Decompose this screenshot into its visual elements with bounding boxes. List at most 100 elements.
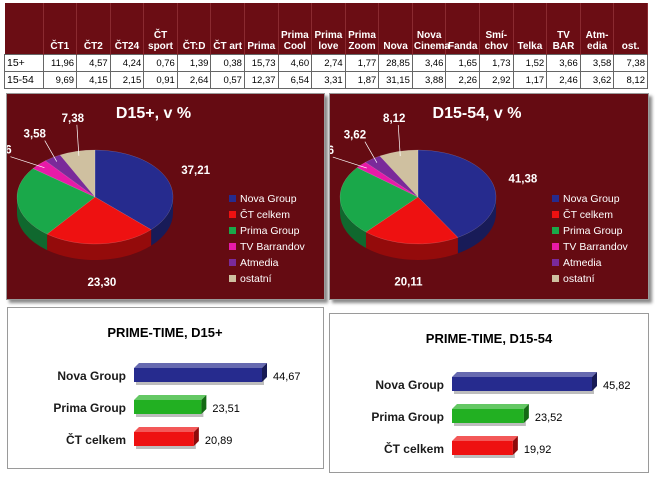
legend-label: ostatní [563,273,595,285]
col-header: Prima Zoom [345,3,380,55]
pie-leader-line [10,156,45,168]
pie-leader-line [364,141,378,163]
bar-category-label: ČT celkem [66,432,126,447]
pie-title: D15+, v % [116,105,191,122]
legend-label: Prima Group [240,225,300,237]
pie-slices [16,149,174,245]
legend-swatch [552,211,559,218]
table-cell: 3,58 [579,54,615,72]
pie-leader-line [44,140,58,162]
bar-category-label: Nova Group [375,378,444,392]
bar-value-label: 45,82 [603,380,631,392]
legend-swatch [229,243,236,250]
bar-value-label: 44,67 [273,371,301,383]
pie-value-label: 41,38 [509,174,538,186]
col-header: ost. [613,3,648,55]
table-cell: 0,57 [210,71,245,89]
table-cell: 1,39 [176,54,212,72]
pie-slice [46,196,152,245]
table-cell: 9,69 [42,71,78,89]
legend-label: Prima Group [563,225,623,237]
pie-sides [17,197,173,260]
table-cell: 2,74 [311,54,346,72]
pie-slice [356,161,419,198]
table-cell: 2,26 [445,71,481,89]
legend-swatch [552,243,559,250]
bar [452,436,518,458]
bar-chart-d1554: PRIME-TIME, D15-54 Nova Group 45,82 Prima G… [371,331,631,458]
pie-slice [417,149,497,238]
pie-slice [339,167,419,233]
pie-slice [364,155,419,198]
table-cell: 6,54 [277,71,313,89]
pie-chart-d1554: D15-54, v %41,3820,1124,092,463,628,12No… [330,105,629,289]
table-cell: 31,15 [378,71,413,89]
table-cell: 3,88 [411,71,447,89]
table-row: 15-54 9,69 4,15 2,15 0,91 2,64 0,57 12,37 6,54 3,… [4,71,648,89]
pie-value-label: 37,21 [181,165,210,177]
pie-slice [44,154,96,198]
pie-slice [365,196,459,245]
pie-slice-side [457,197,496,254]
legend-swatch [552,259,559,266]
table-cell: 4,57 [76,54,111,72]
legend-label: Nova Group [240,193,297,205]
table-cell: 28,85 [378,54,413,72]
table-cell: 1,87 [344,71,380,89]
col-header: Prima Cool [278,3,313,55]
bar [134,363,267,385]
table-cell: 1,65 [445,54,481,72]
legend-label: ČT celkem [563,208,613,221]
legend-label: TV Barrandov [240,241,306,253]
col-header: Smí-chov [479,3,514,55]
bar-category-label: Prima Group [371,410,444,424]
pie-slice-side [47,229,152,260]
pie-slice [16,168,96,235]
table-cell: 1,77 [344,54,380,72]
pie-value-label: 3,58 [24,129,47,141]
bar-title: PRIME-TIME, D15+ [107,325,223,340]
pie-value-label: 23,30 [88,277,117,289]
legend-swatch [552,195,559,202]
bar-title: PRIME-TIME, D15-54 [426,331,553,346]
table-cell: 4,60 [277,54,313,72]
share-table: ČT1 ČT2 ČT24 ČT sport ČT:D ČT art Prima … [4,3,648,89]
bar-value-label: 23,51 [212,403,240,415]
bar-panel-d1554: PRIME-TIME, D15-54 Nova Group 45,82 Prima G… [329,313,649,473]
table-cell: 0,76 [143,54,178,72]
bar-category-label: ČT celkem [384,441,444,456]
table-header-row: ČT1 ČT2 ČT24 ČT sport ČT:D ČT art Prima … [4,3,648,55]
legend-label: Atmedia [563,257,602,269]
table-cell: 3,31 [311,71,346,89]
legend-label: ČT celkem [240,208,290,221]
col-header: Fanda [445,3,481,55]
col-header: Prima [244,3,279,55]
col-header: ČT art [210,3,245,55]
col-header: Prima love [311,3,346,55]
col-header: Atm-edia [580,3,615,55]
table-cell: 3,46 [411,54,447,72]
table-cell: 2,15 [109,71,145,89]
table-cell: 2,92 [479,71,514,89]
bar-value-label: 20,89 [205,435,233,447]
legend-label: ostatní [240,273,272,285]
pie-value-label: 2,46 [330,145,334,157]
pie-slice [379,149,419,198]
pie-sides [340,197,496,260]
pie-slice-side [17,197,48,251]
pie-value-label: 20,11 [394,277,423,289]
pie-legend: Nova Group ČT celkem Prima Group TV Barrand… [229,193,306,285]
col-header: TV BAR [546,3,581,55]
table-corner [4,3,44,55]
pie-slices [339,149,497,245]
row-label: 15+ [4,54,44,72]
bar [452,404,529,426]
table-cell: 0,91 [143,71,178,89]
row-label: 15-54 [4,71,44,89]
col-header: ČT1 [43,3,78,55]
pie-leader-line [76,124,80,156]
table-cell: 7,38 [613,54,648,72]
legend-swatch [552,227,559,234]
